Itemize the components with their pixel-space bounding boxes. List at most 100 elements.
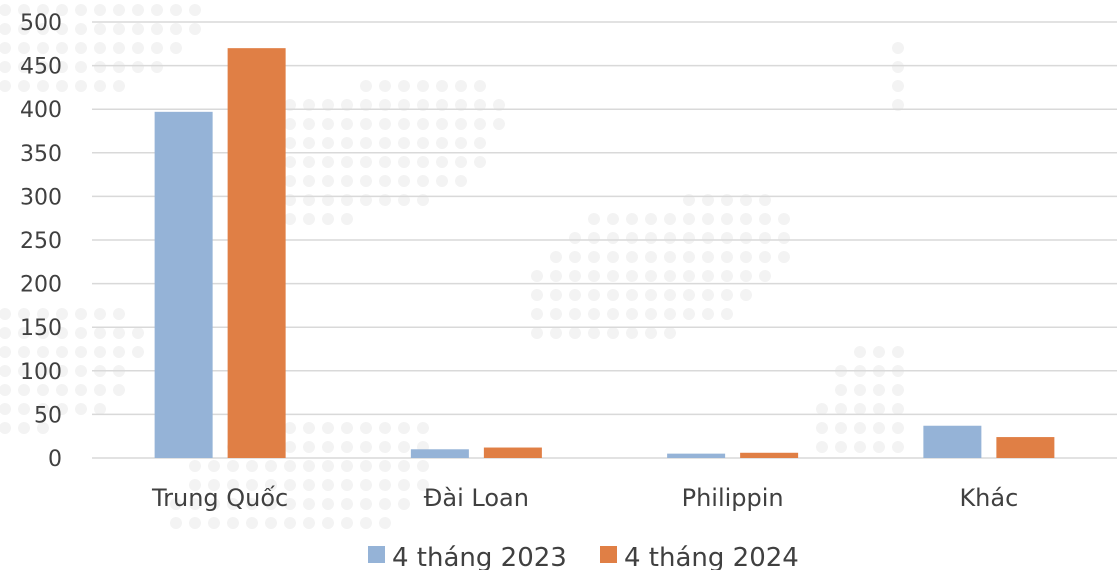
background-dot xyxy=(588,232,600,244)
y-tick-label: 400 xyxy=(20,98,62,123)
background-dot xyxy=(0,308,11,320)
background-dot xyxy=(626,213,638,225)
background-dot xyxy=(360,517,372,529)
background-dot xyxy=(75,327,87,339)
background-dot xyxy=(398,479,410,491)
background-dot xyxy=(417,422,429,434)
background-dot xyxy=(474,99,486,111)
background-dot xyxy=(873,422,885,434)
background-dot xyxy=(303,213,315,225)
background-dot xyxy=(873,441,885,453)
background-dot xyxy=(360,80,372,92)
background-dot xyxy=(94,80,106,92)
background-dot xyxy=(360,460,372,472)
background-dot xyxy=(626,251,638,263)
background-dot xyxy=(455,118,467,130)
background-dot xyxy=(132,327,144,339)
legend-label: 4 tháng 2023 xyxy=(392,543,567,570)
background-dot xyxy=(227,517,239,529)
background-dot xyxy=(683,232,695,244)
background-dot xyxy=(94,4,106,16)
y-tick-label: 500 xyxy=(20,11,62,36)
background-dot xyxy=(854,403,866,415)
background-dot xyxy=(721,213,733,225)
background-dot xyxy=(322,498,334,510)
bar xyxy=(996,437,1055,458)
background-dot xyxy=(569,251,581,263)
background-dot xyxy=(94,403,106,415)
background-dot xyxy=(379,498,391,510)
background-dot xyxy=(759,213,771,225)
background-dot xyxy=(702,308,714,320)
background-dot xyxy=(683,289,695,301)
background-dot xyxy=(835,384,847,396)
background-dot xyxy=(151,61,163,73)
background-dot xyxy=(75,384,87,396)
background-dot xyxy=(683,270,695,282)
background-dot xyxy=(75,308,87,320)
background-dot xyxy=(208,479,220,491)
background-dot xyxy=(113,308,125,320)
background-dot xyxy=(322,118,334,130)
background-dot xyxy=(56,42,68,54)
background-dot xyxy=(892,61,904,73)
background-dot xyxy=(322,213,334,225)
background-dot xyxy=(455,156,467,168)
background-dot xyxy=(341,422,353,434)
background-dot xyxy=(208,460,220,472)
background-dot xyxy=(208,517,220,529)
background-dot xyxy=(379,422,391,434)
background-dot xyxy=(37,403,49,415)
background-dot xyxy=(683,251,695,263)
background-dot xyxy=(417,479,429,491)
background-dot xyxy=(645,327,657,339)
background-dot xyxy=(474,137,486,149)
background-dot xyxy=(417,156,429,168)
background-dot xyxy=(398,498,410,510)
background-dot xyxy=(56,80,68,92)
background-dot xyxy=(0,346,11,358)
background-dot xyxy=(37,61,49,73)
background-dot xyxy=(18,327,30,339)
background-dot xyxy=(284,99,296,111)
background-dot xyxy=(816,403,828,415)
background-dot xyxy=(37,384,49,396)
y-axis-ticks: 0 50 100 150 200 250 300 350 400 450 500 xyxy=(20,11,62,472)
background-dot xyxy=(417,175,429,187)
background-dot xyxy=(626,308,638,320)
background-dot xyxy=(284,118,296,130)
background-dot xyxy=(284,422,296,434)
background-dot xyxy=(455,137,467,149)
background-dot xyxy=(417,118,429,130)
background-dot xyxy=(740,232,752,244)
background-dot xyxy=(379,479,391,491)
background-dot xyxy=(835,403,847,415)
bars xyxy=(154,48,1055,458)
background-dot xyxy=(379,175,391,187)
background-dot xyxy=(170,23,182,35)
background-dot xyxy=(702,289,714,301)
background-dot-pattern xyxy=(0,4,904,529)
background-dot xyxy=(436,137,448,149)
background-dot xyxy=(265,517,277,529)
background-dot xyxy=(0,384,11,396)
background-dot xyxy=(341,156,353,168)
background-dot xyxy=(816,422,828,434)
bar xyxy=(740,452,799,458)
background-dot xyxy=(56,403,68,415)
background-dot xyxy=(854,384,866,396)
background-dot xyxy=(170,42,182,54)
background-dot xyxy=(18,308,30,320)
y-tick-label: 50 xyxy=(34,403,62,428)
background-dot xyxy=(531,327,543,339)
background-dot xyxy=(664,308,676,320)
background-dot xyxy=(474,118,486,130)
background-dot xyxy=(607,251,619,263)
background-dot xyxy=(531,308,543,320)
background-dot xyxy=(398,80,410,92)
background-dot xyxy=(569,327,581,339)
background-dot xyxy=(607,213,619,225)
x-axis-categories: Trung Quốc Đài Loan Philippin Khác xyxy=(151,484,1018,512)
